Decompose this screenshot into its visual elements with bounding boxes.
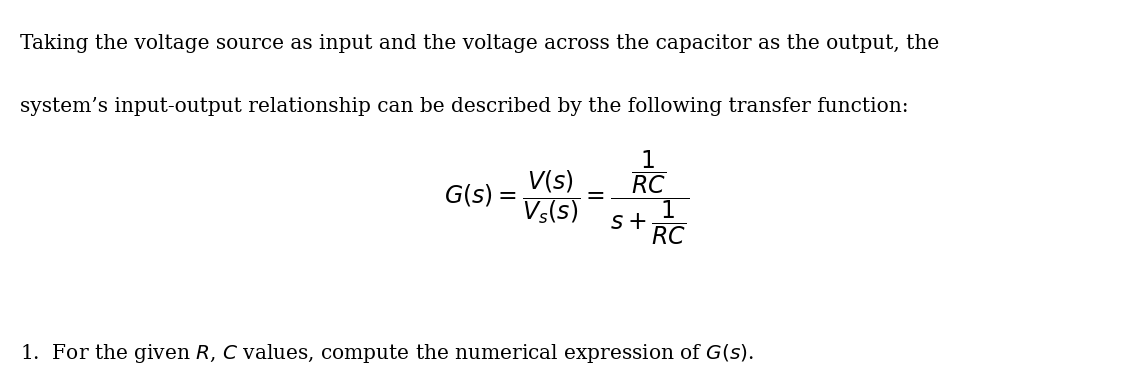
Text: $G(s) = \dfrac{V(s)}{V_s(s)} = \dfrac{\dfrac{1}{RC}}{s + \dfrac{1}{RC}}$: $G(s) = \dfrac{V(s)}{V_s(s)} = \dfrac{\d… xyxy=(444,149,689,247)
Text: Taking the voltage source as input and the voltage across the capacitor as the o: Taking the voltage source as input and t… xyxy=(20,34,939,53)
Text: 1.  For the given $R$, $C$ values, compute the numerical expression of $G(s)$.: 1. For the given $R$, $C$ values, comput… xyxy=(20,342,755,365)
Text: system’s input-output relationship can be described by the following transfer fu: system’s input-output relationship can b… xyxy=(20,97,909,116)
